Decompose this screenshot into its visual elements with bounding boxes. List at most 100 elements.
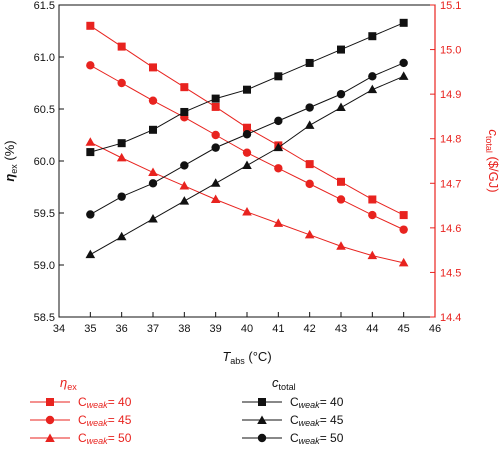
y-axis-left-ticks: 58.5 59.0 59.5 60.0 60.5 61.0 61.5 (34, 0, 64, 324)
x-axis-ticks: 34 35 36 37 38 39 40 41 42 43 44 45 46 (53, 312, 441, 335)
legend-label-name: C (290, 413, 299, 427)
data-point-triangle (242, 160, 252, 169)
data-point-circle (86, 61, 95, 70)
data-point-square (368, 32, 377, 41)
data-point-square (86, 148, 95, 157)
y-left-tick-label: 58.5 (34, 312, 55, 324)
data-point-square (86, 21, 95, 30)
data-point-circle (274, 164, 283, 173)
data-point-circle (148, 179, 158, 188)
legend-swatch-circle-icon (30, 415, 70, 425)
data-point-circle (305, 179, 314, 189)
y-axis-left-label-main: η (2, 174, 17, 182)
series-layer (85, 18, 409, 267)
legend-label-rest: = 45 (107, 413, 132, 427)
legend-swatch-square-icon (30, 398, 70, 406)
y-right-tick-label: 14.9 (440, 89, 461, 101)
legend-label-rest: = 45 (319, 413, 344, 427)
data-point-square (117, 139, 126, 148)
x-tick-label: 46 (429, 323, 441, 335)
data-point-square (399, 211, 408, 220)
data-point-triangle (210, 178, 221, 187)
y-right-tick-label: 14.6 (440, 223, 461, 235)
data-point-circle (86, 210, 95, 219)
data-point-triangle (398, 257, 409, 267)
data-point-square (368, 195, 377, 204)
y-axis-left-label-unit: (%) (2, 140, 17, 164)
data-point-circle (117, 192, 126, 201)
data-point-triangle (336, 241, 346, 250)
data-point-triangle (273, 218, 284, 227)
data-point-circle (211, 130, 220, 140)
x-tick-label: 44 (366, 323, 378, 335)
data-point-square (180, 107, 189, 116)
legend-label-name: C (290, 395, 299, 409)
x-tick-label: 34 (53, 323, 65, 335)
data-point-triangle (336, 102, 346, 112)
y-left-tick-label: 59.0 (34, 260, 55, 272)
x-axis-label-sub: abs (230, 356, 245, 366)
data-point-square (149, 63, 157, 72)
x-tick-label: 45 (398, 323, 410, 335)
series-left-0 (86, 21, 408, 220)
legend-c-total-title: ctotal (242, 375, 343, 392)
data-point-triangle (367, 84, 378, 94)
data-point-triangle (367, 250, 378, 260)
series-line (90, 62, 404, 215)
x-tick-label: 38 (178, 323, 190, 335)
legend-swatch-triangle-icon (30, 433, 70, 442)
series-right-1 (85, 71, 409, 259)
y-axis-right-label-main: c (486, 129, 500, 136)
data-point-triangle (148, 213, 158, 223)
data-point-circle (242, 130, 252, 139)
legend-eta-ex-title-main: η (60, 375, 68, 390)
data-point-triangle (116, 231, 127, 241)
data-point-circle (336, 195, 346, 204)
data-point-circle (148, 96, 158, 105)
data-point-circle (336, 89, 346, 99)
legend-label-rest: = 50 (319, 431, 344, 445)
y-axis-left-label-sub: ex (9, 164, 19, 174)
legend-eta-ex-title-sub: ex (67, 382, 77, 393)
series-left-1 (86, 61, 408, 234)
data-point-circle (399, 58, 408, 68)
data-point-triangle (304, 229, 315, 239)
y-left-tick-label: 60.0 (34, 156, 55, 168)
data-point-square (211, 102, 220, 111)
data-point-circle (399, 225, 408, 234)
series-right-2 (86, 58, 408, 219)
data-point-circle (242, 148, 252, 157)
data-point-square (149, 125, 157, 134)
data-point-circle (368, 210, 377, 220)
legend-swatch-square-icon (242, 398, 282, 406)
data-point-circle (305, 103, 314, 112)
y-left-tick-label: 59.5 (34, 208, 55, 220)
series-right-0 (86, 18, 408, 157)
data-point-triangle (179, 180, 190, 190)
y-axis-right-label: ctotal ($/GJ) (484, 129, 500, 192)
data-point-triangle (148, 167, 158, 176)
data-point-square (337, 45, 345, 54)
legend-label-sub: weak (86, 399, 108, 410)
data-point-square (274, 72, 283, 81)
data-point-triangle (85, 249, 96, 259)
legend-label-rest: = 40 (319, 395, 344, 409)
data-point-triangle (116, 152, 127, 162)
y-axis-right-label-unit: ($/GJ) (486, 153, 500, 193)
x-tick-label: 37 (147, 323, 159, 335)
data-point-square (305, 160, 314, 169)
y-left-tick-label: 60.5 (34, 104, 55, 116)
legend-label-sub: weak (298, 417, 320, 428)
data-point-circle (274, 116, 283, 126)
legend-swatch-circle-icon (242, 433, 282, 443)
x-tick-label: 39 (210, 323, 222, 335)
x-axis-label-main: T (222, 349, 231, 364)
y-axis-left-label: ηex (%) (2, 140, 19, 181)
series-left-2 (85, 137, 409, 267)
